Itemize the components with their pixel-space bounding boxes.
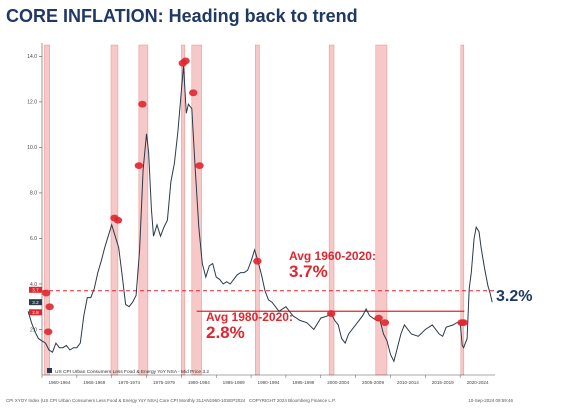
x-tick-label: 2005-2009	[362, 380, 384, 385]
x-tick-label: 1975-1979	[153, 380, 175, 385]
highlight-marker	[113, 216, 123, 224]
source-note: CPI XYOY Index (US CPI Urban Consumers L…	[6, 398, 246, 403]
x-tick-label: 2020-2024	[467, 380, 489, 385]
legend-swatch	[47, 368, 52, 373]
timestamp-note: 10-Sep-2024 09:59:46	[468, 398, 513, 403]
highlight-markers	[41, 57, 468, 336]
y-tick-label: 2.0	[30, 327, 37, 333]
last-value-label: 3.2%	[496, 288, 533, 305]
y-value-tag-label: 3.7	[32, 287, 39, 292]
highlight-marker	[459, 319, 468, 327]
recession-band	[181, 44, 186, 376]
x-tick-label: 2000-2004	[327, 380, 349, 385]
chart-legend: US CPI Urban Consumers Less Food & Energ…	[47, 368, 209, 375]
x-tick-label: 1980-1984	[188, 380, 210, 385]
y-tick-label: 6.0	[30, 236, 37, 242]
y-value-tag	[29, 299, 42, 306]
copyright-note: COPYRIGHT 2024 Bloomberg Finance L.P.	[248, 398, 336, 403]
page-title: CORE INFLATION: Heading back to trend	[6, 6, 358, 26]
y-tick-label: 12.0	[27, 100, 37, 106]
highlight-marker	[253, 257, 262, 265]
y-axis: 2.0 4.0 6.0 8.0 10.0 12.0 14.0	[27, 43, 43, 375]
highlight-marker	[45, 303, 54, 311]
highlight-marker	[44, 328, 53, 336]
recession-bands	[43, 44, 465, 376]
avg-1980-label: Avg 1980-2020:	[206, 310, 293, 324]
avg-1980-value: 2.8%	[206, 323, 245, 342]
series-line-core-cpi	[27, 65, 493, 363]
x-tick-label: 2015-2019	[432, 380, 454, 385]
highlight-marker	[195, 162, 204, 170]
y-tick-label: 10.0	[27, 145, 37, 151]
highlight-marker	[181, 57, 190, 65]
recession-band	[138, 44, 149, 376]
highlight-marker	[189, 89, 198, 97]
x-tick-label: 1965-1969	[83, 380, 105, 385]
recession-band	[43, 44, 50, 376]
highlight-marker	[134, 162, 144, 170]
y-value-tag	[29, 309, 42, 316]
avg-1960-label: Avg 1960-2020:	[289, 249, 376, 263]
recession-band	[328, 44, 335, 376]
recession-band	[110, 44, 119, 376]
recession-band	[255, 44, 260, 376]
x-tick-label: 1970-1974	[118, 380, 140, 385]
average-lines	[42, 290, 495, 312]
y-tick-label: 4.0	[30, 282, 37, 288]
x-tick-label: 1995-1999	[292, 380, 314, 385]
y-tick-label: 14.0	[27, 54, 37, 60]
highlight-marker	[41, 289, 51, 297]
y-tick-label: 8.0	[30, 191, 37, 197]
x-axis: 1960-1964 1965-1969 1970-1974 1975-1979 1980…	[41, 374, 495, 385]
highlight-marker	[374, 314, 383, 322]
y-value-tag-label: 2.8	[32, 310, 39, 315]
avg-1960-value: 3.7%	[289, 262, 328, 281]
highlight-marker	[327, 310, 336, 317]
y-value-tag	[29, 286, 42, 293]
y-value-tag-label: 3.2	[32, 300, 39, 305]
y-axis-value-tags: 3.7 3.2 2.8	[29, 286, 42, 316]
highlight-marker	[380, 319, 390, 327]
x-tick-label: 1985-1989	[223, 380, 245, 385]
x-tick-label: 1960-1964	[48, 380, 70, 385]
highlight-marker	[138, 100, 147, 108]
x-tick-label: 1990-1994	[258, 380, 280, 385]
legend-label: US CPI Urban Consumers Less Food & Energ…	[55, 369, 209, 375]
x-tick-label: 2010-2014	[397, 380, 419, 385]
source-footer: CPI XYOY Index (US CPI Urban Consumers L…	[6, 398, 566, 403]
